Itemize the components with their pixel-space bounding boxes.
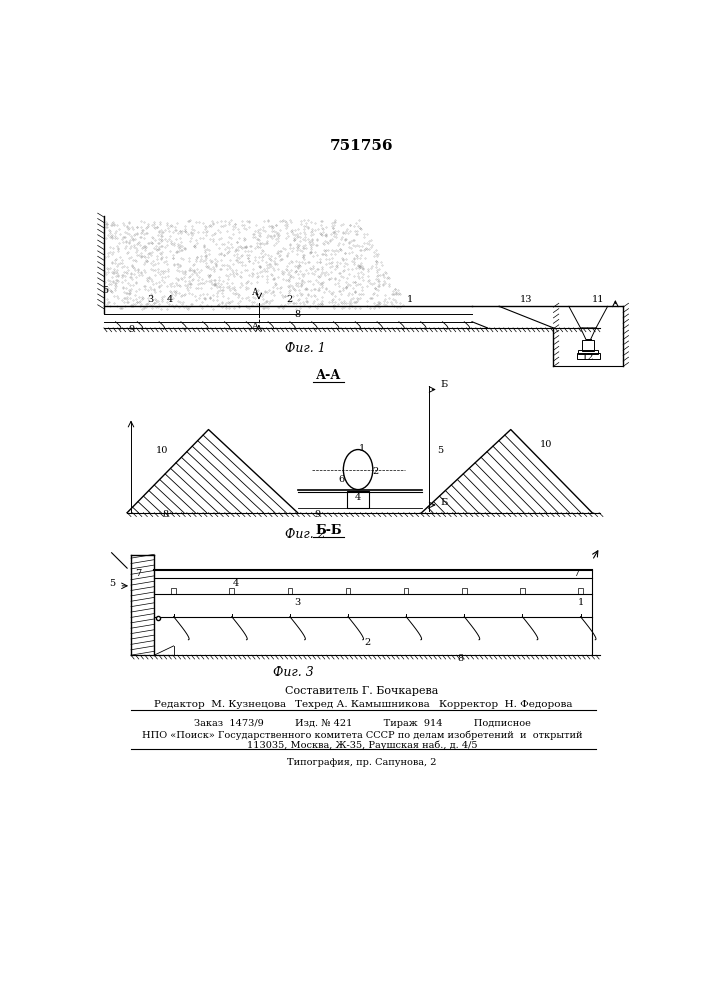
Text: 3: 3 bbox=[147, 295, 153, 304]
Text: 5: 5 bbox=[103, 286, 108, 295]
Text: Б: Б bbox=[440, 380, 448, 389]
Text: 5: 5 bbox=[110, 579, 115, 588]
Text: Б-Б: Б-Б bbox=[315, 524, 342, 537]
Text: 12: 12 bbox=[582, 353, 595, 362]
Text: 7: 7 bbox=[136, 569, 142, 578]
Text: 4: 4 bbox=[167, 295, 173, 304]
Text: 1: 1 bbox=[407, 295, 413, 304]
Text: 8: 8 bbox=[295, 310, 300, 319]
Bar bbox=[404, 588, 409, 594]
Bar bbox=[578, 350, 598, 354]
Text: 2: 2 bbox=[287, 295, 293, 304]
Text: 10: 10 bbox=[539, 440, 551, 449]
Text: Корректор  Н. Федорова: Корректор Н. Федорова bbox=[439, 700, 573, 709]
Bar bbox=[520, 588, 525, 594]
Text: Заказ  1473/9          Изд. № 421          Тираж  914          Подписное: Заказ 1473/9 Изд. № 421 Тираж 914 Подпис… bbox=[194, 719, 530, 728]
Text: А: А bbox=[252, 288, 259, 297]
Text: Типография, пр. Сапунова, 2: Типография, пр. Сапунова, 2 bbox=[287, 758, 437, 767]
Text: 1: 1 bbox=[359, 444, 365, 453]
Bar bbox=[288, 588, 292, 594]
Text: 11: 11 bbox=[592, 295, 604, 304]
Text: 13: 13 bbox=[520, 295, 532, 304]
Text: Фиг. 2: Фиг. 2 bbox=[285, 528, 326, 541]
Text: 10: 10 bbox=[156, 446, 168, 455]
Text: 4: 4 bbox=[233, 579, 239, 588]
Text: Фиг. 1: Фиг. 1 bbox=[285, 342, 326, 355]
Text: Составитель Г. Бочкарева: Составитель Г. Бочкарева bbox=[285, 686, 438, 696]
Bar bbox=[578, 588, 583, 594]
Text: 1: 1 bbox=[578, 598, 583, 607]
Text: 7: 7 bbox=[573, 569, 580, 578]
Text: Редактор  М. Кузнецова: Редактор М. Кузнецова bbox=[154, 700, 286, 709]
Bar bbox=[346, 588, 351, 594]
Text: 4: 4 bbox=[355, 493, 361, 502]
Text: 9: 9 bbox=[128, 325, 134, 334]
Bar bbox=[230, 588, 234, 594]
Text: А: А bbox=[252, 322, 259, 331]
Text: 8: 8 bbox=[163, 510, 169, 519]
Text: Фиг. 3: Фиг. 3 bbox=[274, 666, 314, 679]
Text: 751756: 751756 bbox=[330, 139, 394, 153]
Text: 3: 3 bbox=[295, 598, 300, 607]
Bar bbox=[347, 491, 369, 508]
Text: НПО «Поиск» Государственного комитета СССР по делам изобретений  и  открытий: НПО «Поиск» Государственного комитета СС… bbox=[141, 731, 582, 740]
Text: 2: 2 bbox=[372, 467, 378, 476]
Text: А-А: А-А bbox=[316, 369, 341, 382]
Text: 8: 8 bbox=[457, 654, 463, 663]
Bar bbox=[577, 353, 600, 359]
Text: 6: 6 bbox=[338, 475, 344, 484]
Text: 2: 2 bbox=[364, 638, 370, 647]
Bar bbox=[462, 588, 467, 594]
Text: Техред А. Камышникова: Техред А. Камышникова bbox=[295, 700, 429, 709]
Text: 113035, Москва, Ж-35, Раушская наб., д. 4/5: 113035, Москва, Ж-35, Раушская наб., д. … bbox=[247, 741, 477, 750]
Text: 5: 5 bbox=[437, 446, 443, 455]
Bar bbox=[582, 340, 595, 351]
Bar bbox=[171, 588, 176, 594]
Text: 9: 9 bbox=[314, 510, 320, 519]
Text: Б: Б bbox=[440, 498, 448, 507]
